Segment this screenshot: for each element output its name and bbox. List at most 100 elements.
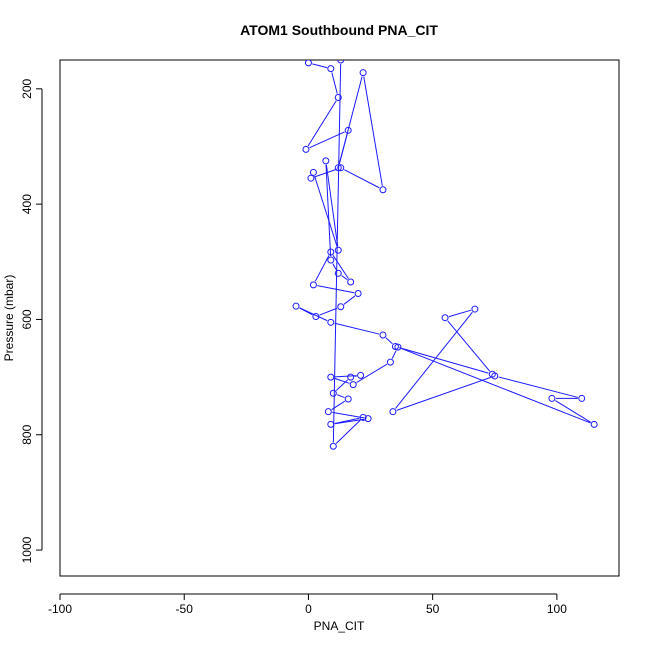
data-point — [327, 256, 335, 264]
series-segment — [334, 417, 360, 425]
data-point — [327, 373, 335, 381]
series-segment — [325, 164, 339, 247]
series-segment — [344, 169, 380, 189]
data-point — [309, 281, 317, 289]
y-axis: 200 400 600 800 1000 — [20, 78, 43, 563]
series-segment — [334, 322, 380, 335]
data-point — [386, 358, 394, 366]
y-tick-label: 200 — [20, 78, 34, 98]
series-segment — [317, 285, 355, 294]
x-axis-label: PNA_CIT — [314, 619, 365, 633]
data-point — [379, 331, 387, 339]
series-segment — [314, 255, 330, 282]
y-tick-label: 600 — [20, 309, 34, 329]
series-segment — [498, 376, 578, 398]
series-segment — [447, 320, 491, 372]
data-point — [334, 246, 342, 254]
series-segment — [314, 168, 338, 178]
data-point — [344, 126, 352, 134]
data-point — [327, 248, 335, 256]
series-segment — [312, 63, 328, 69]
data-point — [302, 145, 310, 153]
data-point — [327, 420, 335, 428]
series-segment — [396, 376, 492, 411]
series-segment — [314, 176, 338, 247]
x-tick-label: 0 — [305, 602, 312, 616]
y-tick-label: 400 — [20, 194, 34, 214]
data-point — [347, 278, 355, 286]
data-point — [359, 413, 367, 421]
data-point — [334, 164, 342, 172]
series-segment — [363, 76, 383, 186]
data-point — [379, 186, 387, 194]
data-point — [334, 269, 342, 277]
x-axis: -100 -50 0 50 100 — [48, 593, 567, 616]
series-segment — [336, 394, 345, 399]
data-point — [590, 420, 598, 428]
data-point — [307, 174, 315, 182]
series-segment — [331, 72, 338, 94]
data-point — [548, 394, 556, 402]
data-point — [359, 69, 367, 77]
y-tick-label: 1000 — [20, 536, 34, 563]
series-segment — [335, 379, 349, 391]
x-tick-label: -100 — [48, 602, 72, 616]
data-point — [347, 373, 355, 381]
series-segment — [335, 419, 361, 444]
data-point — [364, 415, 372, 423]
series-segment — [341, 275, 348, 281]
data-point — [337, 164, 345, 172]
series-segment — [395, 311, 473, 409]
data-point — [334, 93, 342, 101]
data-point — [312, 313, 320, 321]
y-axis-label: Pressure (mbar) — [2, 275, 16, 362]
data-point — [357, 371, 365, 379]
data-point — [389, 408, 397, 416]
x-tick-label: 100 — [547, 602, 567, 616]
x-tick-label: 50 — [426, 602, 440, 616]
data-point — [491, 372, 499, 380]
plot-frame — [59, 59, 620, 577]
series-segment — [332, 263, 337, 271]
data-point — [337, 303, 345, 311]
series-segment — [555, 400, 592, 423]
series-segment — [343, 295, 356, 305]
series-segment — [334, 418, 365, 425]
series-segment — [401, 348, 591, 424]
data-point — [322, 157, 330, 165]
data-point — [354, 289, 362, 297]
series-segment — [448, 309, 472, 318]
series-segment — [385, 337, 393, 345]
series-segment — [332, 255, 349, 279]
data-point — [471, 305, 479, 313]
data-point — [327, 65, 335, 73]
data-point — [349, 381, 357, 389]
series-segment — [319, 307, 338, 316]
data-point — [309, 168, 317, 176]
data-point — [327, 318, 335, 326]
data-point — [441, 314, 449, 322]
series-segment — [338, 76, 363, 165]
series-segment — [356, 363, 388, 383]
data-point — [394, 343, 402, 351]
plot-area — [292, 60, 598, 450]
series-segment — [307, 100, 337, 147]
series-segment — [325, 164, 332, 257]
data-point — [578, 394, 586, 402]
series-segment — [309, 131, 345, 149]
chart-title: ATOM1 Southbound PNA_CIT — [240, 22, 438, 38]
data-point — [292, 302, 300, 310]
series-segment — [332, 411, 365, 419]
series-segment — [399, 347, 489, 374]
data-point — [337, 60, 345, 64]
series-group — [292, 60, 598, 450]
y-tick-label: 800 — [20, 424, 34, 444]
data-point — [304, 60, 312, 67]
x-tick-label: -50 — [176, 602, 194, 616]
data-point — [329, 389, 337, 397]
data-point — [344, 395, 352, 403]
series-segment — [391, 350, 397, 359]
data-point — [329, 442, 337, 450]
data-point — [324, 408, 332, 416]
